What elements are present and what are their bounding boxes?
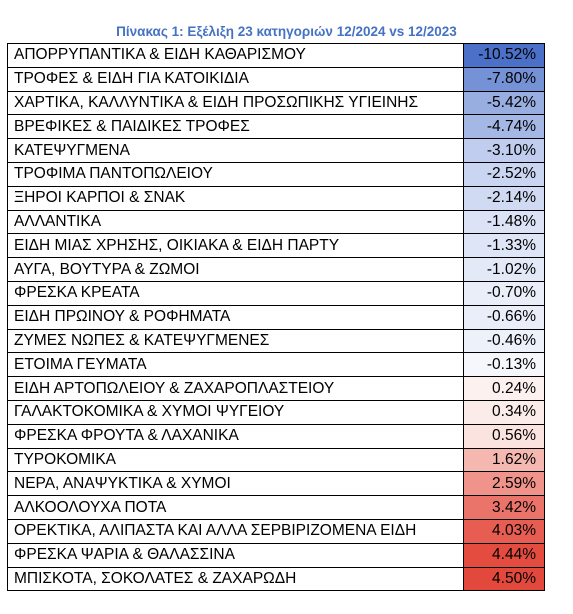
- category-name: ΕΙΔΗ ΜΙΑΣ ΧΡΗΣΗΣ, ΟΙΚΙΑΚΑ & ΕΙΔΗ ΠΑΡΤΥ: [7, 233, 464, 259]
- category-name: ΑΠΟΡΡΥΠΑΝΤΙΚΑ & ΕΙΔΗ ΚΑΘΑΡΙΣΜΟΥ: [7, 43, 464, 68]
- table-body: ΑΠΟΡΡΥΠΑΝΤΙΚΑ & ΕΙΔΗ ΚΑΘΑΡΙΣΜΟΥ -10.52% ΤΡ…: [7, 43, 545, 592]
- change-value: 4.50%: [463, 566, 545, 592]
- category-name: ΟΡΕΚΤΙΚΑ, ΑΛΙΠΑΣΤΑ ΚΑΙ ΑΛΛΑ ΣΕΡΒΙΡΙΖΟΜΕΝ…: [7, 518, 464, 544]
- table-row: ΤΡΟΦΕΣ & ΕΙΔΗ ΓΙΑ ΚΑΤΟΙΚΙΔΙΑ -7.80%: [7, 66, 545, 92]
- change-value: 3.42%: [463, 495, 545, 520]
- change-value: -1.48%: [463, 209, 545, 235]
- table-row: ΑΥΓΑ, ΒΟΥΤΥΡΑ & ΖΩΜΟΙ -1.02%: [7, 257, 545, 282]
- category-name: ΜΠΙΣΚΟΤΑ, ΣΟΚΟΛΑΤΕΣ & ΖΑΧΑΡΩΔΗ: [7, 566, 464, 592]
- table-row: ΤΥΡΟΚΟΜΙΚΑ 1.62%: [7, 447, 545, 473]
- change-value: 0.34%: [463, 399, 545, 425]
- change-value: -2.52%: [463, 161, 545, 187]
- category-name: ΤΥΡΟΚΟΜΙΚΑ: [7, 447, 464, 473]
- table-row: ΞΗΡΟΙ ΚΑΡΠΟΙ & ΣΝΑΚ -2.14%: [7, 185, 545, 211]
- change-value: 4.44%: [463, 542, 545, 568]
- table-row: ΑΠΟΡΡΥΠΑΝΤΙΚΑ & ΕΙΔΗ ΚΑΘΑΡΙΣΜΟΥ -10.52%: [7, 43, 545, 68]
- category-name: ΚΑΤΕΨΥΓΜΕΝΑ: [7, 138, 464, 163]
- category-name: ΤΡΟΦΕΣ & ΕΙΔΗ ΓΙΑ ΚΑΤΟΙΚΙΔΙΑ: [7, 66, 464, 92]
- category-name: ΑΛΚΟΟΛΟΥΧΑ ΠΟΤΑ: [7, 495, 464, 520]
- table-row: ΕΙΔΗ ΜΙΑΣ ΧΡΗΣΗΣ, ΟΙΚΙΑΚΑ & ΕΙΔΗ ΠΑΡΤΥ -1…: [7, 233, 545, 259]
- table-row: ΜΠΙΣΚΟΤΑ, ΣΟΚΟΛΑΤΕΣ & ΖΑΧΑΡΩΔΗ 4.50%: [7, 566, 545, 592]
- category-name: ΑΥΓΑ, ΒΟΥΤΥΡΑ & ΖΩΜΟΙ: [7, 257, 464, 282]
- table-row: ΚΑΤΕΨΥΓΜΕΝΑ -3.10%: [7, 138, 545, 163]
- category-name: ΕΙΔΗ ΠΡΩΙΝΟΥ & ΡΟΦΗΜΑΤΑ: [7, 304, 464, 330]
- category-name: ΦΡΕΣΚΑ ΦΡΟΥΤΑ & ΛΑΧΑΝΙΚΑ: [7, 423, 464, 449]
- change-value: -2.14%: [463, 185, 545, 211]
- change-value: -0.46%: [463, 328, 545, 354]
- table-title: Πίνακας 1: Εξέλιξη 23 κατηγοριών 12/2024…: [116, 24, 457, 39]
- table-row: ΓΑΛΑΚΤΟΚΟΜΙΚΑ & ΧΥΜΟΙ ΨΥΓΕΙΟΥ 0.34%: [7, 399, 545, 425]
- change-value: -10.52%: [463, 43, 545, 68]
- category-change-table: ΑΠΟΡΡΥΠΑΝΤΙΚΑ & ΕΙΔΗ ΚΑΘΑΡΙΣΜΟΥ -10.52% ΤΡ…: [7, 43, 545, 592]
- table-row: ΕΤΟΙΜΑ ΓΕΥΜΑΤΑ -0.13%: [7, 352, 545, 378]
- change-value: -3.10%: [463, 138, 545, 163]
- table-row: ΑΛΛΑΝΤΙΚΑ -1.48%: [7, 209, 545, 235]
- category-name: ΑΛΛΑΝΤΙΚΑ: [7, 209, 464, 235]
- table-row: ΦΡΕΣΚΑ ΨΑΡΙΑ & ΘΑΛΑΣΣΙΝΑ 4.44%: [7, 542, 545, 568]
- category-name: ΞΗΡΟΙ ΚΑΡΠΟΙ & ΣΝΑΚ: [7, 185, 464, 211]
- change-value: 1.62%: [463, 447, 545, 473]
- table-row: ΟΡΕΚΤΙΚΑ, ΑΛΙΠΑΣΤΑ ΚΑΙ ΑΛΛΑ ΣΕΡΒΙΡΙΖΟΜΕΝ…: [7, 518, 545, 544]
- table-row: ΕΙΔΗ ΑΡΤΟΠΩΛΕΙΟΥ & ΖΑΧΑΡΟΠΛΑΣΤΕΙΟΥ 0.24%: [7, 376, 545, 401]
- change-value: -5.42%: [463, 90, 545, 116]
- category-name: ΦΡΕΣΚΑ ΚΡΕΑΤΑ: [7, 280, 464, 306]
- table-row: ΦΡΕΣΚΑ ΚΡΕΑΤΑ -0.70%: [7, 280, 545, 306]
- change-value: 4.03%: [463, 518, 545, 544]
- table-row: ΦΡΕΣΚΑ ΦΡΟΥΤΑ & ΛΑΧΑΝΙΚΑ 0.56%: [7, 423, 545, 449]
- category-name: ΦΡΕΣΚΑ ΨΑΡΙΑ & ΘΑΛΑΣΣΙΝΑ: [7, 542, 464, 568]
- change-value: -0.13%: [463, 352, 545, 378]
- table-row: ΒΡΕΦΙΚΕΣ & ΠΑΙΔΙΚΕΣ ΤΡΟΦΕΣ -4.74%: [7, 114, 545, 140]
- change-value: -4.74%: [463, 114, 545, 140]
- table-row: ΖΥΜΕΣ ΝΩΠΕΣ & ΚΑΤΕΨΥΓΜΕΝΕΣ -0.46%: [7, 328, 545, 354]
- table-row: ΤΡΟΦΙΜΑ ΠΑΝΤΟΠΩΛΕΙΟΥ -2.52%: [7, 161, 545, 187]
- category-name: ΤΡΟΦΙΜΑ ΠΑΝΤΟΠΩΛΕΙΟΥ: [7, 161, 464, 187]
- change-value: 0.56%: [463, 423, 545, 449]
- category-name: ΕΤΟΙΜΑ ΓΕΥΜΑΤΑ: [7, 352, 464, 378]
- change-value: -1.02%: [463, 257, 545, 282]
- category-name: ΝΕΡΑ, ΑΝΑΨΥΚΤΙΚΑ & ΧΥΜΟΙ: [7, 471, 464, 497]
- table-row: ΝΕΡΑ, ΑΝΑΨΥΚΤΙΚΑ & ΧΥΜΟΙ 2.59%: [7, 471, 545, 497]
- table-row: ΑΛΚΟΟΛΟΥΧΑ ΠΟΤΑ 3.42%: [7, 495, 545, 520]
- table-row: ΧΑΡΤΙΚΑ, ΚΑΛΛΥΝΤΙΚΑ & ΕΙΔΗ ΠΡΟΣΩΠΙΚΗΣ ΥΓ…: [7, 90, 545, 116]
- change-value: 2.59%: [463, 471, 545, 497]
- table-row: ΕΙΔΗ ΠΡΩΙΝΟΥ & ΡΟΦΗΜΑΤΑ -0.66%: [7, 304, 545, 330]
- change-value: -7.80%: [463, 66, 545, 92]
- change-value: -0.70%: [463, 280, 545, 306]
- change-value: -0.66%: [463, 304, 545, 330]
- change-value: 0.24%: [463, 376, 545, 401]
- category-name: ΓΑΛΑΚΤΟΚΟΜΙΚΑ & ΧΥΜΟΙ ΨΥΓΕΙΟΥ: [7, 399, 464, 425]
- category-name: ΒΡΕΦΙΚΕΣ & ΠΑΙΔΙΚΕΣ ΤΡΟΦΕΣ: [7, 114, 464, 140]
- category-name: ΧΑΡΤΙΚΑ, ΚΑΛΛΥΝΤΙΚΑ & ΕΙΔΗ ΠΡΟΣΩΠΙΚΗΣ ΥΓ…: [7, 90, 464, 116]
- category-name: ΖΥΜΕΣ ΝΩΠΕΣ & ΚΑΤΕΨΥΓΜΕΝΕΣ: [7, 328, 464, 354]
- category-name: ΕΙΔΗ ΑΡΤΟΠΩΛΕΙΟΥ & ΖΑΧΑΡΟΠΛΑΣΤΕΙΟΥ: [7, 376, 464, 401]
- change-value: -1.33%: [463, 233, 545, 259]
